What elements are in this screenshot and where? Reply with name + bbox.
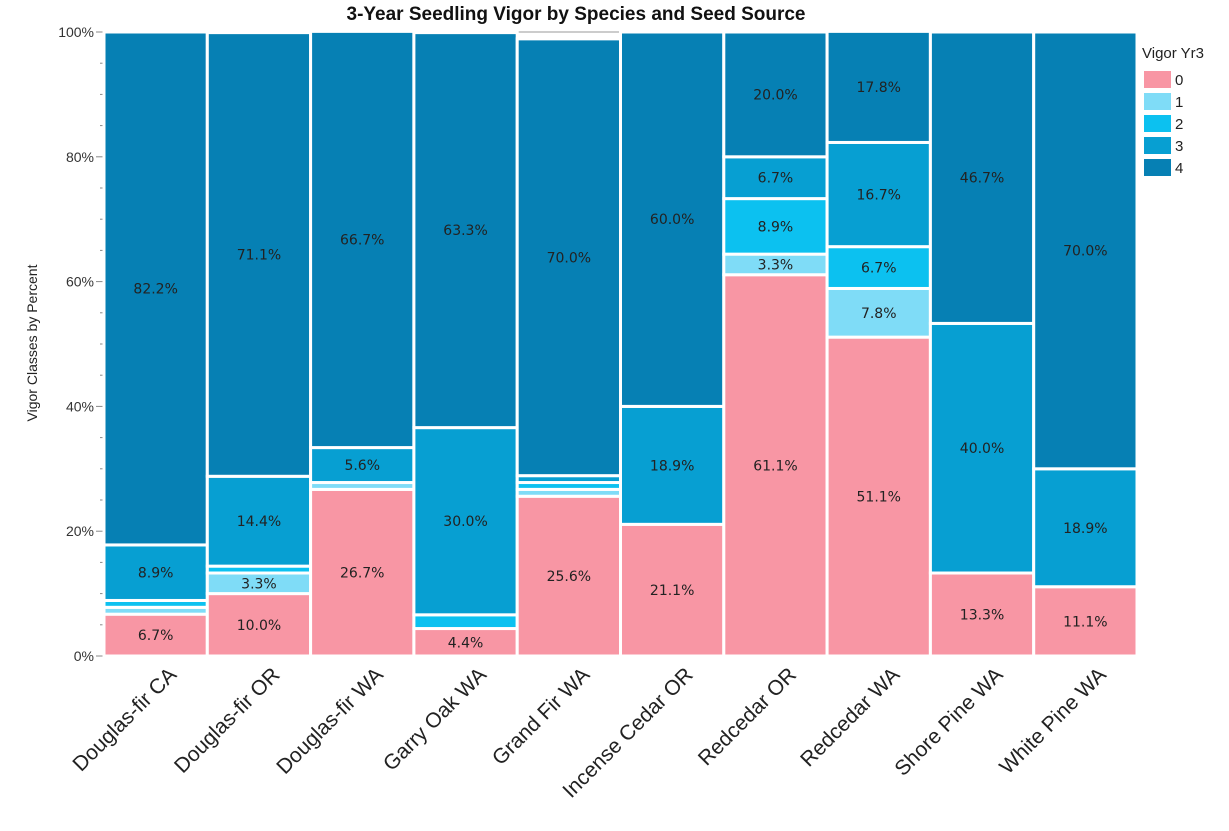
bar-column: 51.1% 7.8% 6.7% 16.7% 17.8% [825, 29, 932, 658]
data-label: 46.7% [960, 171, 1004, 187]
bar-segment [1032, 30, 1139, 471]
legend: Vigor Yr3 0 1 2 3 4 [1142, 45, 1204, 177]
data-label: 3.3% [758, 257, 794, 273]
bar-segment [412, 627, 519, 658]
legend-entry: 0 [1175, 72, 1183, 89]
bar-segment [825, 335, 932, 658]
x-tick-label: White Pine WA [995, 663, 1111, 779]
data-label: 82.2% [133, 281, 177, 297]
data-label: 5.6% [344, 458, 380, 474]
bar-column: 6.7% 8.9% 82.2% [102, 30, 209, 658]
x-tick-label: Douglas-fir WA [272, 663, 388, 779]
legend-entry: 3 [1175, 138, 1183, 155]
data-label: 26.7% [340, 566, 384, 582]
y-tick-label: 40% [66, 398, 94, 414]
bar-column: 11.1% 18.9% 70.0% [1032, 30, 1139, 658]
data-label: 6.7% [758, 171, 794, 187]
bar-column: 10.0% 3.3% 14.4% 71.1% [205, 31, 313, 658]
bar-segment [1032, 467, 1139, 589]
data-label: 61.1% [753, 458, 797, 474]
bars: 6.7% 8.9% 82.2% 10.0% 3.3% 14.4% 71.1% 26.7% 5.6… [102, 29, 1139, 658]
data-label: 16.7% [857, 188, 901, 204]
bar-segment [825, 286, 932, 339]
data-label: 6.7% [138, 628, 174, 644]
bar-segment [825, 29, 932, 144]
data-label: 17.8% [857, 80, 901, 96]
bar-segment [722, 30, 829, 159]
bar-column: 21.1% 18.9% 60.0% [619, 30, 726, 658]
bar-segment [309, 29, 416, 450]
bar-segment [619, 522, 726, 658]
legend-entry: 2 [1175, 116, 1183, 133]
data-label: 60.0% [650, 212, 694, 228]
data-label: 30.0% [443, 514, 487, 530]
y-tick-label: 0% [74, 648, 94, 664]
legend-swatch [1144, 159, 1171, 176]
data-label: 21.1% [650, 583, 694, 599]
x-tick-label: Grand Fir WA [488, 663, 594, 769]
data-label: 66.7% [340, 232, 384, 248]
data-label: 63.3% [443, 223, 487, 239]
data-label: 70.0% [547, 250, 591, 266]
bar-column: 4.4% 30.0% 63.3% [412, 31, 519, 658]
bar-segment [825, 245, 932, 290]
data-label: 3.3% [241, 576, 277, 592]
bar-segment [102, 612, 209, 658]
legend-swatch [1144, 115, 1171, 132]
x-tick-label: Redcedar WA [796, 663, 904, 771]
bar-column: 13.3% 40.0% 46.7% [928, 30, 1036, 658]
data-label: 7.8% [861, 306, 897, 322]
bar-segment [309, 487, 416, 658]
data-label: 40.0% [960, 441, 1004, 457]
x-tick-label: Douglas-fir CA [68, 663, 181, 776]
legend-entry: 1 [1175, 94, 1183, 111]
legend-swatch [1144, 137, 1171, 154]
bar-segment [1032, 585, 1139, 658]
bar-segment [928, 30, 1036, 325]
bar-segment [205, 592, 313, 658]
data-label: 51.1% [857, 490, 901, 506]
data-label: 11.1% [1063, 614, 1107, 630]
y-tick-label: 20% [66, 523, 94, 539]
chart-title: 3-Year Seedling Vigor by Species and See… [347, 4, 806, 25]
bar-column: 61.1% 3.3% 8.9% 6.7% 20.0% [722, 30, 829, 658]
y-tick-label: 80% [66, 149, 94, 165]
bar-segment [412, 426, 519, 617]
data-label: 13.3% [960, 608, 1004, 624]
data-label: 18.9% [1063, 521, 1107, 537]
bar-column: 25.6% 70.0% [515, 37, 623, 658]
x-tick-label: Redcedar OR [694, 663, 801, 770]
y-axis: 0% 20% 40% 60% 80% 100% [58, 24, 105, 664]
data-label: 71.1% [237, 247, 281, 263]
bar-segment [412, 613, 519, 631]
y-tick-label: 100% [58, 24, 94, 40]
data-label: 4.4% [448, 635, 484, 651]
legend-swatch [1144, 93, 1171, 110]
data-label: 70.0% [1063, 243, 1107, 259]
x-tick-label: Douglas-fir OR [170, 663, 284, 777]
x-tick-label: Shore Pine WA [890, 663, 1007, 780]
bar-segment [205, 31, 313, 478]
legend-swatch [1144, 71, 1171, 88]
legend-entry: 4 [1175, 160, 1183, 177]
y-tick-label: 60% [66, 274, 94, 290]
data-label: 8.9% [138, 566, 174, 582]
data-label: 18.9% [650, 458, 694, 474]
data-label: 6.7% [861, 261, 897, 277]
data-label: 20.0% [753, 87, 797, 103]
legend-title: Vigor Yr3 [1142, 45, 1204, 62]
bar-segment [619, 404, 726, 526]
data-label: 8.9% [758, 219, 794, 235]
data-label: 25.6% [547, 569, 591, 585]
y-axis-label: Vigor Classes by Percent [24, 264, 40, 421]
bar-segment [722, 273, 829, 658]
bar-segment [515, 37, 623, 478]
data-label: 14.4% [237, 514, 281, 530]
bar-column: 26.7% 5.6% 66.7% [309, 29, 416, 658]
x-tick-label: Garry Oak WA [379, 663, 491, 775]
data-label: 10.0% [237, 618, 281, 634]
